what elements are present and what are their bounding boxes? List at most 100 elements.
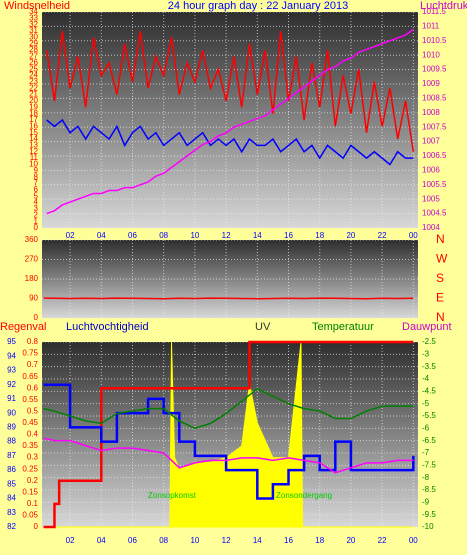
y-tick-label: 18 xyxy=(29,109,38,118)
x-tick-label: 20 xyxy=(346,536,355,545)
y-tick-label: 23 xyxy=(29,77,38,86)
y3-tick-label: 0.65 xyxy=(22,372,38,381)
plot-area xyxy=(42,240,418,318)
y-tick-label: 86 xyxy=(7,465,16,474)
y-tick-label: 88 xyxy=(7,437,16,446)
x-tick-label: 16 xyxy=(284,536,293,545)
y-tick-label: 90 xyxy=(7,408,16,417)
y-tick-label: 360 xyxy=(25,235,39,244)
y-tick-label: 26 xyxy=(29,58,38,67)
y-tick-label: 7 xyxy=(34,179,39,188)
y2-tick-label: -6.5 xyxy=(422,436,436,445)
x-tick-label: 10 xyxy=(190,231,199,240)
y-tick-label: 85 xyxy=(7,479,16,488)
y-tick-label: 22 xyxy=(29,83,38,92)
x-tick-label: 08 xyxy=(159,536,168,545)
y-tick-label: 84 xyxy=(7,494,16,503)
annotation: Zonsondergang xyxy=(276,491,332,500)
y-tick-label: 4 xyxy=(34,198,39,207)
y3-tick-label: 0.6 xyxy=(27,383,39,392)
line xyxy=(43,297,414,300)
y2-tick-label: -9.5 xyxy=(422,510,436,519)
y-tick-label: 9 xyxy=(34,166,39,175)
y-tick-label: 30 xyxy=(29,33,38,42)
x-tick-label: 16 xyxy=(284,231,293,240)
y2-tick-label: 1007.5 xyxy=(422,122,447,131)
y3-tick-label: 0.25 xyxy=(22,464,38,473)
y2-tick-label: 1011.5 xyxy=(422,7,446,16)
y-tick-label: 15 xyxy=(29,128,38,137)
y-tick-label: 32 xyxy=(29,20,38,29)
y-tick-label: 34 xyxy=(29,7,38,16)
y-tick-label: 12 xyxy=(29,147,38,156)
y2-tick-label: -2.5 xyxy=(422,337,436,346)
x-tick-label: 12 xyxy=(222,536,231,545)
line xyxy=(43,340,414,529)
y2-tick-label: 1006.5 xyxy=(422,151,447,160)
y-tick-label: 10 xyxy=(29,160,38,169)
x-tick-label: 14 xyxy=(253,536,262,545)
y3-tick-label: 0.05 xyxy=(22,511,38,520)
x-tick-label: 10 xyxy=(190,536,199,545)
header: Temperatuur xyxy=(312,321,374,333)
y2-tick-label: 1005 xyxy=(422,194,440,203)
header: UV xyxy=(255,321,271,333)
header: 24 hour graph day : 22 January 2013 xyxy=(168,0,348,12)
y-tick-label: 2 xyxy=(34,210,39,219)
y2-tick-label: -3 xyxy=(422,349,430,358)
y3-tick-label: 0.2 xyxy=(27,476,39,485)
x-tick-label: 18 xyxy=(315,231,324,240)
y-tick-label: 20 xyxy=(29,96,38,105)
y2-tick-label: S xyxy=(436,271,444,285)
y2-tick-label: 1009.5 xyxy=(422,65,447,74)
line xyxy=(43,387,414,430)
y2-tick-label: 1009 xyxy=(422,79,440,88)
y2-tick-label: -5.5 xyxy=(422,411,436,420)
y2-tick-label: 1010 xyxy=(422,50,440,59)
y-tick-label: 270 xyxy=(25,255,39,264)
line xyxy=(43,383,415,500)
y3-tick-label: 0.3 xyxy=(27,453,39,462)
y-tick-label: 5 xyxy=(34,191,39,200)
y2-tick-label: 1005.5 xyxy=(422,180,447,189)
x-tick-label: 06 xyxy=(128,231,137,240)
header: Regenval xyxy=(0,321,46,333)
y-tick-label: 94 xyxy=(7,351,16,360)
x-tick-label: 00 xyxy=(409,231,418,240)
x-tick-label: 04 xyxy=(97,536,106,545)
line xyxy=(46,28,414,215)
y3-tick-label: 0.75 xyxy=(22,349,38,358)
y3-tick-label: 0.5 xyxy=(27,406,39,415)
annotation: Zonsopkomst xyxy=(148,491,197,500)
y-tick-label: 33 xyxy=(29,13,38,22)
y-tick-label: 180 xyxy=(25,274,39,283)
y2-tick-label: -10 xyxy=(422,522,434,531)
x-tick-label: 22 xyxy=(378,231,387,240)
x-tick-label: 06 xyxy=(128,536,137,545)
y-tick-label: 21 xyxy=(29,90,38,99)
y3-tick-label: 0.4 xyxy=(27,430,39,439)
y3-tick-label: 0.8 xyxy=(27,337,39,346)
x-tick-label: 00 xyxy=(409,536,418,545)
y2-tick-label: -5 xyxy=(422,399,430,408)
x-tick-label: 22 xyxy=(378,536,387,545)
y3-tick-label: 0.15 xyxy=(22,487,38,496)
y-tick-label: 93 xyxy=(7,366,16,375)
y3-tick-label: 0.35 xyxy=(22,441,38,450)
y3-tick-label: 0.45 xyxy=(22,418,38,427)
area xyxy=(43,341,414,528)
y2-tick-label: 1006 xyxy=(422,166,440,175)
y2-tick-label: 1008 xyxy=(422,108,440,117)
y2-tick-label: W xyxy=(436,252,448,266)
y-tick-label: 8 xyxy=(34,172,39,181)
x-tick-label: 12 xyxy=(222,231,231,240)
y2-tick-label: 1010.5 xyxy=(422,36,447,45)
y-tick-label: 91 xyxy=(7,394,16,403)
y-tick-label: 28 xyxy=(29,45,38,54)
y2-tick-label: 1011 xyxy=(422,22,440,31)
y-tick-label: 83 xyxy=(7,508,16,517)
y-tick-label: 89 xyxy=(7,422,16,431)
y2-tick-label: -8.5 xyxy=(422,485,436,494)
line xyxy=(45,30,415,152)
